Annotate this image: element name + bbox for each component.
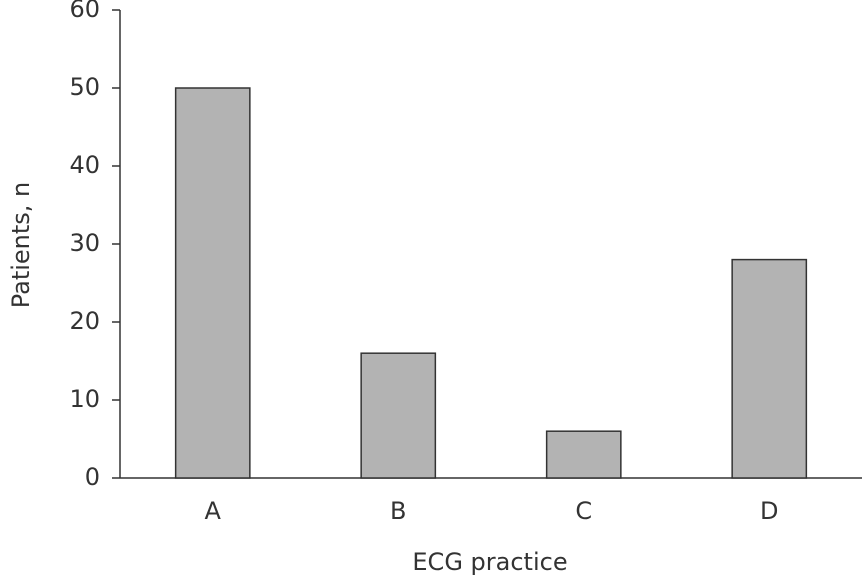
x-tick-label: A xyxy=(205,497,222,525)
y-axis-label: Patients, n xyxy=(7,182,35,309)
x-axis-label: ECG practice xyxy=(412,548,567,576)
bar xyxy=(360,352,437,479)
y-tick-label: 30 xyxy=(69,229,100,257)
bar xyxy=(545,430,622,479)
bar xyxy=(731,258,808,479)
x-tick-label: D xyxy=(760,497,778,525)
y-tick-label: 10 xyxy=(69,385,100,413)
y-tick-label: 60 xyxy=(69,0,100,23)
bar xyxy=(174,87,251,479)
y-tick-label: 20 xyxy=(69,307,100,335)
y-tick-label: 50 xyxy=(69,73,100,101)
x-tick-label: C xyxy=(575,497,592,525)
x-tick-label: B xyxy=(390,497,406,525)
y-tick-label: 40 xyxy=(69,151,100,179)
y-tick-label: 0 xyxy=(85,463,100,491)
